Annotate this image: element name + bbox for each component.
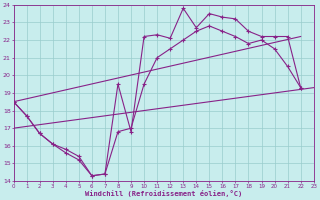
X-axis label: Windchill (Refroidissement éolien,°C): Windchill (Refroidissement éolien,°C) (85, 190, 242, 197)
